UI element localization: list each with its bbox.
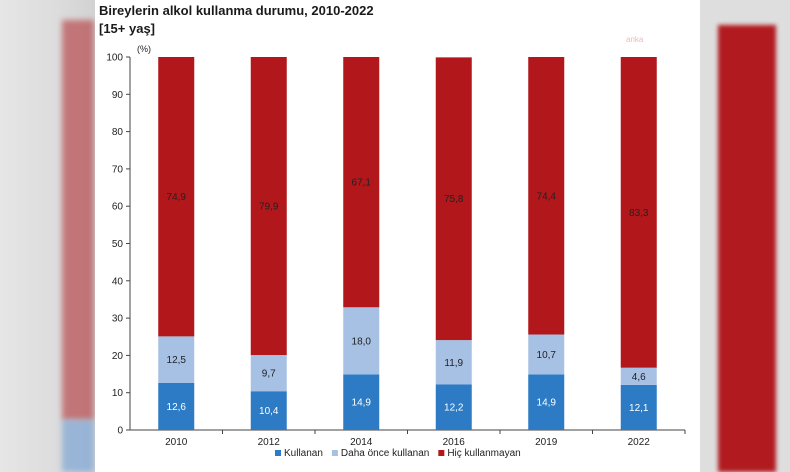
- data-label: 79,9: [259, 202, 279, 213]
- x-tick-label: 2019: [535, 437, 558, 448]
- bar-segment: [528, 334, 565, 375]
- bar-segment: [250, 57, 287, 356]
- data-label: 9,7: [262, 369, 276, 380]
- y-tick-label: 20: [112, 351, 124, 362]
- data-label: 74,9: [167, 192, 187, 203]
- y-axis-unit: (%): [137, 44, 151, 54]
- y-tick-label: 60: [112, 202, 124, 213]
- bar-segment: [620, 384, 657, 430]
- y-tick-label: 70: [112, 164, 124, 175]
- y-tick-label: 10: [112, 388, 124, 399]
- y-tick-label: 90: [112, 90, 124, 101]
- x-tick-label: 2012: [258, 437, 281, 448]
- bar-segment: [435, 384, 472, 430]
- bars: 12,6 12,5 74,9 10,4 9,7 79,9 14,9 18,0 67,1 12,2 1…: [158, 57, 657, 430]
- bar-segment: [158, 57, 195, 337]
- data-label: 12,6: [167, 402, 187, 413]
- legend-swatch: [331, 450, 338, 456]
- data-label: 14,9: [352, 398, 372, 409]
- bar-segment: [158, 336, 195, 384]
- background-blurred-bar: [62, 20, 94, 420]
- bar-segment: [250, 391, 287, 430]
- bar-segment: [435, 57, 472, 341]
- x-tick-label: 2014: [350, 437, 373, 448]
- y-tick-label: 80: [112, 127, 124, 138]
- bar-segment: [620, 367, 657, 385]
- bar-segment: [343, 374, 380, 430]
- y-tick-label: 0: [117, 426, 123, 437]
- data-label: 4,6: [632, 372, 646, 383]
- data-label: 12,2: [444, 403, 464, 414]
- data-label: 83,3: [629, 208, 649, 219]
- legend: Kullanan Daha önce kullanan Hiç kullanmaya…: [275, 448, 521, 459]
- chart-panel: [95, 0, 700, 472]
- axes: 0 10 20 30 40 50 60 70 80 90 100 2010 2012 2014 2016 20…: [106, 53, 686, 448]
- bar-segment: [250, 355, 287, 392]
- legend-label: Daha önce kullanan: [341, 448, 429, 459]
- legend-swatch: [438, 450, 445, 456]
- y-tick-label: 30: [112, 314, 124, 325]
- legend-swatch: [275, 450, 281, 456]
- x-tick-label: 2016: [443, 437, 466, 448]
- y-tick-label: 100: [106, 53, 123, 64]
- bar-segment: [343, 307, 380, 375]
- data-label: 18,0: [352, 336, 372, 347]
- bar-segment: [435, 340, 472, 385]
- data-label: 75,8: [444, 194, 464, 205]
- data-label: 12,5: [167, 355, 187, 366]
- data-label: 10,7: [537, 350, 557, 361]
- chart-title: Bireylerin alkol kullanma durumu, 2010-2…: [99, 3, 374, 18]
- bar-segment: [343, 57, 380, 308]
- background-blurred-bar-blue: [62, 420, 94, 472]
- y-tick-label: 50: [112, 239, 124, 250]
- data-label: 11,9: [444, 358, 463, 369]
- data-label: 74,4: [537, 191, 557, 202]
- y-tick-label: 40: [112, 276, 124, 287]
- data-label: 12,1: [629, 403, 649, 414]
- bar-segment: [528, 57, 565, 335]
- bar-segment: [528, 374, 565, 430]
- x-tick-label: 2022: [628, 437, 651, 448]
- legend-label: Hiç kullanmayan: [447, 448, 520, 459]
- chart-subtitle: [15+ yaş]: [99, 21, 156, 36]
- x-tick-label: 2010: [165, 437, 188, 448]
- legend-label: Kullanan: [284, 448, 323, 459]
- data-label: 14,9: [537, 398, 557, 409]
- bar-segment: [620, 57, 657, 368]
- watermark: anka: [626, 35, 644, 44]
- data-label: 10,4: [259, 406, 279, 417]
- bar-segment: [158, 383, 195, 430]
- data-label: 67,1: [352, 178, 372, 189]
- background-blurred-bar-right: [718, 25, 776, 472]
